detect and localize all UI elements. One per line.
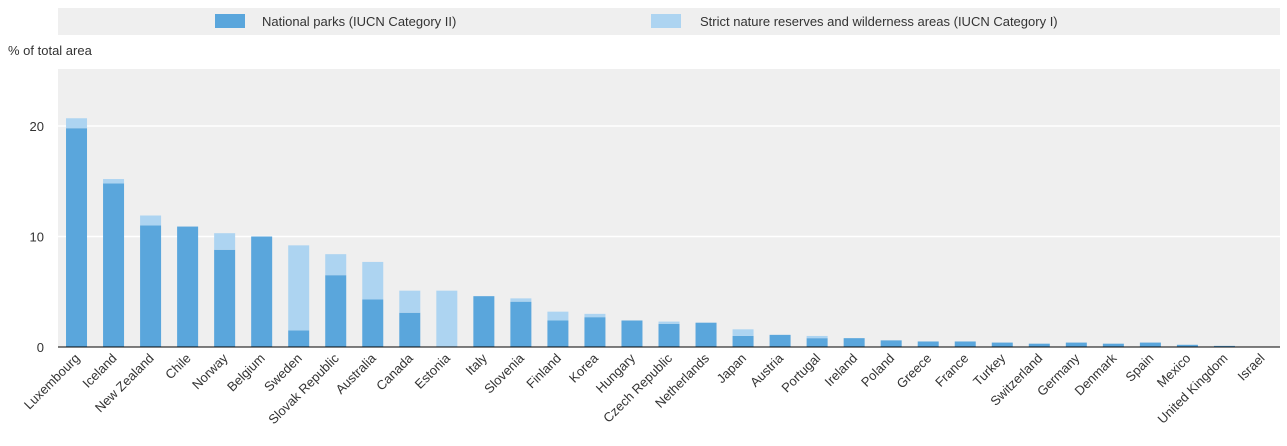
bar-national-parks: [325, 275, 347, 347]
y-tick-label: 20: [30, 119, 44, 134]
bar-strict-reserves: [658, 321, 680, 324]
bar-national-parks: [880, 340, 902, 347]
bar-strict-reserves: [547, 311, 569, 321]
legend-label-strict-reserves: Strict nature reserves and wilderness ar…: [700, 14, 1058, 29]
bar-strict-reserves: [103, 179, 125, 184]
bar-national-parks: [991, 342, 1013, 347]
y-axis-label: % of total area: [8, 43, 93, 58]
x-tick-label: Greece: [894, 351, 935, 392]
x-tick-label: Norway: [189, 350, 231, 392]
bar-national-parks: [1213, 345, 1235, 347]
x-tick-label: France: [932, 351, 971, 390]
legend-swatch-national-parks: [215, 14, 245, 28]
bar-national-parks: [584, 317, 606, 347]
bar-national-parks: [547, 320, 569, 347]
bar-national-parks: [806, 338, 828, 347]
bar-strict-reserves: [362, 261, 384, 300]
bar-national-parks: [732, 335, 754, 347]
plot-background: [58, 69, 1280, 347]
bars: [66, 118, 1235, 347]
bar-national-parks: [1176, 344, 1198, 347]
bar-strict-reserves: [806, 335, 828, 339]
bar-national-parks: [140, 225, 162, 347]
y-axis-ticks: 0 10 20: [30, 119, 44, 355]
legend-swatch-strict-reserves: [651, 14, 681, 28]
x-tick-label: Korea: [566, 350, 602, 386]
x-tick-label: Japan: [714, 351, 750, 387]
bar-national-parks: [214, 249, 236, 347]
x-tick-label: Chile: [162, 351, 194, 383]
bar-national-parks: [1065, 342, 1087, 347]
bar-national-parks: [510, 301, 532, 347]
legend-label-national-parks: National parks (IUCN Category II): [262, 14, 456, 29]
bar-strict-reserves: [214, 233, 236, 250]
x-tick-label: Estonia: [412, 350, 454, 392]
bar-strict-reserves: [732, 329, 754, 336]
bar-national-parks: [103, 183, 125, 347]
y-tick-label: 10: [30, 230, 44, 245]
bar-national-parks: [288, 330, 310, 347]
x-tick-label: Israel: [1235, 350, 1268, 383]
x-tick-label: Slovenia: [481, 350, 527, 396]
bar-national-parks: [1102, 343, 1124, 347]
bar-strict-reserves: [66, 118, 88, 129]
bar-strict-reserves: [325, 254, 347, 276]
x-tick-label: Poland: [858, 351, 897, 390]
bar-strict-reserves: [510, 298, 532, 302]
bar-national-parks: [658, 323, 680, 347]
bar-strict-reserves: [584, 313, 606, 318]
bar-national-parks: [66, 128, 88, 347]
x-tick-label: Denmark: [1072, 350, 1120, 398]
x-tick-label: Australia: [333, 350, 380, 397]
bar-national-parks: [1139, 342, 1161, 347]
x-tick-label: Luxembourg: [21, 351, 83, 413]
x-tick-label: Canada: [373, 350, 416, 393]
bar-strict-reserves: [140, 215, 162, 226]
bar-national-parks: [399, 312, 421, 347]
bar-national-parks: [1028, 343, 1050, 347]
bar-national-parks: [473, 296, 495, 347]
bar-national-parks: [621, 320, 643, 347]
x-tick-label: Belgium: [224, 351, 268, 395]
x-tick-label: Spain: [1122, 351, 1156, 385]
x-tick-label: Italy: [463, 350, 491, 378]
bar-national-parks: [769, 334, 791, 347]
bar-national-parks: [251, 236, 273, 347]
bar-national-parks: [917, 341, 939, 347]
y-tick-label: 0: [37, 340, 44, 355]
bar-national-parks: [843, 338, 865, 347]
x-tick-label: Finland: [523, 351, 564, 392]
bar-national-parks: [954, 341, 976, 347]
bar-national-parks: [695, 322, 717, 347]
bar-strict-reserves: [399, 290, 421, 313]
bar-national-parks: [177, 226, 199, 347]
bar-national-parks: [362, 299, 384, 347]
x-tick-label: Portugal: [778, 350, 823, 395]
bar-strict-reserves: [288, 245, 310, 331]
bar-strict-reserves: [436, 290, 458, 347]
x-tick-label: Ireland: [822, 351, 861, 390]
legend: National parks (IUCN Category II) Strict…: [58, 8, 1280, 35]
